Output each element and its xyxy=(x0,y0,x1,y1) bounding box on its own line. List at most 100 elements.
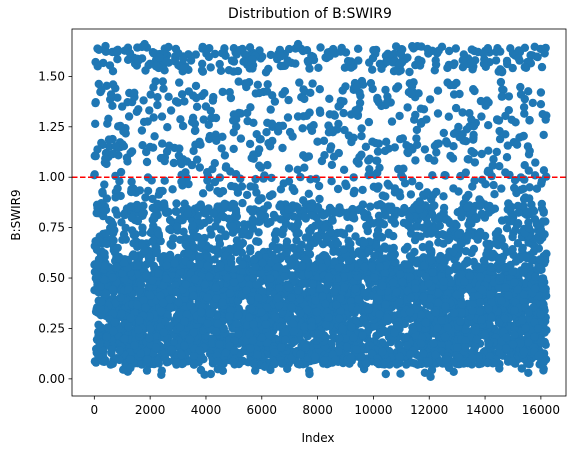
data-point xyxy=(287,303,296,312)
data-point xyxy=(280,272,289,281)
data-point xyxy=(529,247,538,256)
data-point xyxy=(201,209,210,218)
data-point xyxy=(221,163,231,172)
data-point xyxy=(282,237,292,246)
data-point xyxy=(346,353,356,363)
data-point xyxy=(257,194,266,203)
data-point xyxy=(162,206,171,215)
data-point xyxy=(249,320,258,329)
data-point xyxy=(206,106,215,116)
data-point xyxy=(225,312,234,321)
data-point xyxy=(411,284,420,293)
data-point xyxy=(319,136,329,145)
data-point xyxy=(325,94,334,104)
data-point xyxy=(135,316,144,325)
data-point xyxy=(254,293,263,302)
data-point xyxy=(494,318,504,327)
data-point xyxy=(111,193,120,202)
data-point xyxy=(508,232,517,242)
data-point xyxy=(513,285,522,294)
data-point xyxy=(172,358,181,367)
data-point xyxy=(185,335,195,344)
data-point xyxy=(381,300,390,309)
data-point xyxy=(115,346,124,355)
data-point xyxy=(439,277,449,286)
data-point xyxy=(293,165,302,174)
data-point xyxy=(454,353,463,362)
data-point xyxy=(195,163,204,172)
data-point xyxy=(249,150,258,159)
data-point xyxy=(111,262,121,272)
data-point xyxy=(419,292,428,302)
data-point xyxy=(346,297,356,306)
data-point xyxy=(268,190,277,199)
data-point xyxy=(100,249,109,258)
data-point xyxy=(165,303,175,312)
data-point xyxy=(489,249,498,258)
data-point xyxy=(375,219,384,229)
data-point xyxy=(456,317,465,326)
data-point xyxy=(145,106,154,115)
data-point xyxy=(130,88,139,98)
data-point xyxy=(386,205,395,215)
data-point xyxy=(283,364,292,373)
data-point xyxy=(215,239,225,249)
data-point xyxy=(263,219,272,228)
data-point xyxy=(477,285,487,295)
data-point xyxy=(284,283,293,292)
data-point xyxy=(351,106,360,115)
data-point xyxy=(252,237,261,246)
data-point xyxy=(136,280,146,289)
data-point xyxy=(113,243,122,253)
data-point xyxy=(364,305,373,314)
data-point xyxy=(240,225,249,234)
data-point xyxy=(370,273,379,282)
data-point xyxy=(266,105,275,114)
data-point xyxy=(120,334,129,344)
data-point xyxy=(227,181,236,191)
data-point xyxy=(126,355,135,364)
data-point xyxy=(375,310,384,319)
data-point xyxy=(334,334,344,343)
data-point xyxy=(514,219,523,228)
data-point xyxy=(497,256,506,266)
data-point xyxy=(141,193,150,202)
data-point xyxy=(366,202,375,211)
data-point xyxy=(206,225,215,234)
data-point xyxy=(229,278,239,287)
data-point xyxy=(400,179,410,188)
data-point xyxy=(177,177,186,186)
data-point xyxy=(287,259,296,268)
data-point xyxy=(168,185,177,194)
data-point xyxy=(168,241,177,250)
data-point xyxy=(403,103,412,112)
data-point xyxy=(460,277,469,286)
data-point xyxy=(490,190,499,199)
data-point xyxy=(161,317,170,326)
data-point xyxy=(294,286,303,295)
data-point xyxy=(439,192,448,201)
data-point xyxy=(473,235,482,244)
data-point xyxy=(221,230,230,239)
data-point xyxy=(209,92,218,102)
data-point xyxy=(270,97,280,106)
data-point xyxy=(431,308,440,317)
data-point xyxy=(154,229,163,239)
data-point xyxy=(218,366,228,375)
data-point xyxy=(415,197,424,206)
data-point xyxy=(190,274,200,284)
data-point xyxy=(149,261,159,270)
data-point xyxy=(279,225,288,234)
data-point xyxy=(270,348,279,357)
data-point xyxy=(247,304,256,314)
data-point xyxy=(390,143,399,152)
data-point xyxy=(334,148,343,158)
data-point xyxy=(373,201,382,210)
data-point xyxy=(279,179,288,188)
data-point xyxy=(165,225,174,234)
data-point xyxy=(520,262,530,271)
data-point xyxy=(383,313,392,322)
data-point xyxy=(516,339,525,348)
data-point xyxy=(531,158,540,167)
data-point xyxy=(255,161,264,170)
